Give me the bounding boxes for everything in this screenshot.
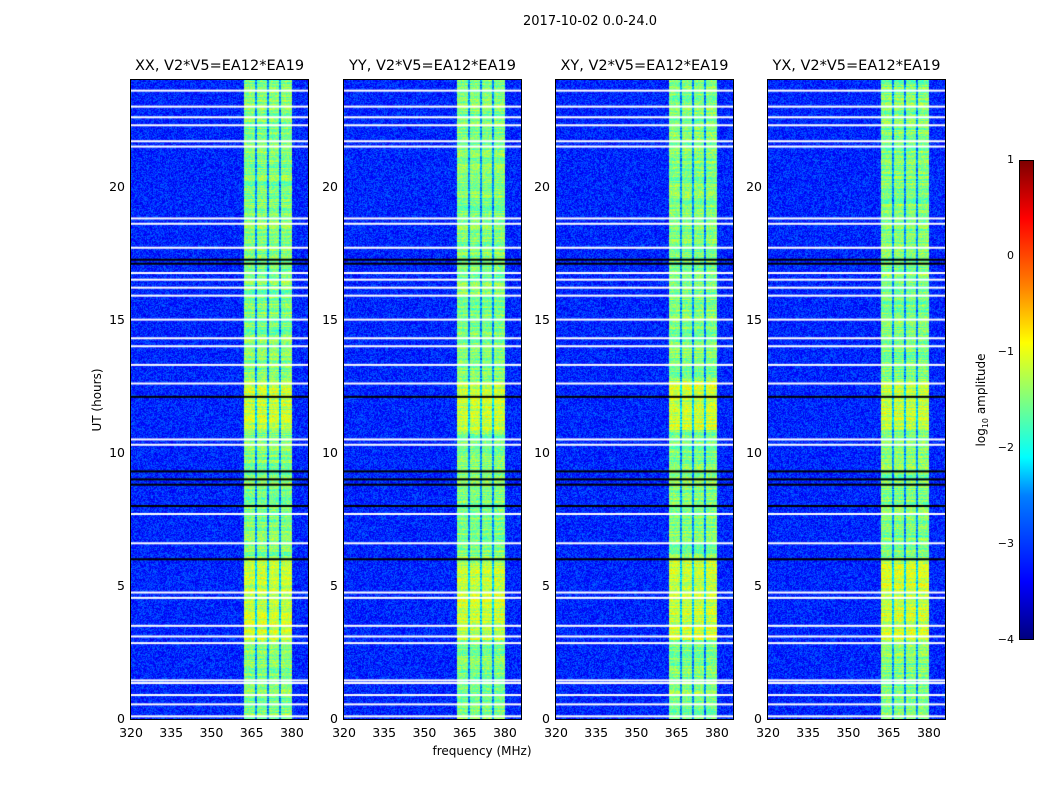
x-tick-label: 320: [756, 725, 780, 740]
colorbar-tick-label: −1: [997, 345, 1014, 358]
waterfall-panel-2: YY, V2*V5=EA12*EA19 320 335 350 365 380 0 5 10 15…: [322, 58, 522, 740]
y-tick-label: 0: [330, 711, 338, 726]
x-tick-label: 380: [492, 725, 517, 740]
panel-title: YX, V2*V5=EA12*EA19: [772, 58, 941, 74]
x-tick-label: 380: [916, 725, 941, 740]
panel-title: XY, V2*V5=EA12*EA19: [560, 58, 729, 74]
x-tick-label: 365: [239, 725, 264, 740]
x-tick-label: 320: [332, 725, 356, 740]
x-tick-label: 335: [796, 725, 821, 740]
colorbar-tick-label: −4: [997, 633, 1014, 646]
waterfall-heatmap: [556, 80, 733, 719]
waterfall-panel-4: YX, V2*V5=EA12*EA19 320 335 350 365 380 0 5 10 15…: [746, 58, 946, 740]
y-axis-label: UT (hours): [90, 368, 104, 432]
x-tick-label: 335: [584, 725, 609, 740]
y-tick-label: 5: [754, 577, 762, 593]
y-tick-label: 20: [746, 178, 762, 194]
x-tick-label: 350: [624, 725, 649, 740]
colorbar-tick-label: 1: [1007, 153, 1014, 166]
panel-title: XX, V2*V5=EA12*EA19: [134, 58, 305, 74]
x-tick-label: 380: [704, 725, 729, 740]
colorbar-tick-label: 0: [1007, 249, 1014, 262]
waterfall-heatmap: [768, 80, 945, 719]
x-tick-label: 365: [664, 725, 689, 740]
waterfall-heatmap: [344, 80, 521, 719]
y-tick-label: 20: [322, 178, 338, 194]
y-tick-label: 5: [542, 577, 550, 593]
y-tick-label: 20: [534, 178, 550, 194]
figure-title: 2017-10-02 0.0-24.0: [523, 14, 657, 29]
y-tick-label: 5: [117, 577, 125, 593]
y-tick-label: 10: [746, 444, 762, 460]
y-tick-label: 20: [109, 178, 125, 194]
y-tick-label: 0: [117, 711, 125, 726]
waterfall-panel-1: XX, V2*V5=EA12*EA19 320 335 350 365 380 0 5 10 15…: [109, 58, 309, 740]
colorbar: [1019, 160, 1034, 640]
y-tick-label: 15: [746, 311, 762, 327]
x-tick-label: 350: [836, 725, 861, 740]
waterfall-heatmap: [131, 80, 308, 719]
panel-title: YY, V2*V5=EA12*EA19: [349, 58, 516, 74]
colorbar-tick-label: −3: [997, 537, 1014, 550]
x-tick-label: 320: [544, 725, 568, 740]
y-tick-label: 0: [542, 711, 550, 726]
x-tick-label: 365: [876, 725, 901, 740]
y-tick-label: 15: [322, 311, 338, 327]
x-tick-label: 335: [159, 725, 184, 740]
x-tick-label: 365: [452, 725, 477, 740]
colorbar-tick-label: −2: [997, 441, 1014, 454]
colorbar-label: log10 amplitude: [973, 353, 991, 447]
y-tick-label: 15: [109, 311, 125, 327]
y-tick-label: 10: [109, 444, 125, 460]
waterfall-panel-3: XY, V2*V5=EA12*EA19 320 335 350 365 380 0 5 10 15…: [534, 58, 734, 740]
x-axis-label: frequency (MHz): [432, 744, 532, 758]
x-tick-label: 350: [412, 725, 437, 740]
x-tick-label: 335: [372, 725, 397, 740]
x-tick-label: 320: [119, 725, 143, 740]
y-tick-label: 0: [754, 711, 762, 726]
x-tick-label: 350: [199, 725, 224, 740]
y-tick-label: 15: [534, 311, 550, 327]
y-tick-label: 10: [322, 444, 338, 460]
y-tick-label: 10: [534, 444, 550, 460]
x-tick-label: 380: [279, 725, 304, 740]
y-tick-label: 5: [330, 577, 338, 593]
